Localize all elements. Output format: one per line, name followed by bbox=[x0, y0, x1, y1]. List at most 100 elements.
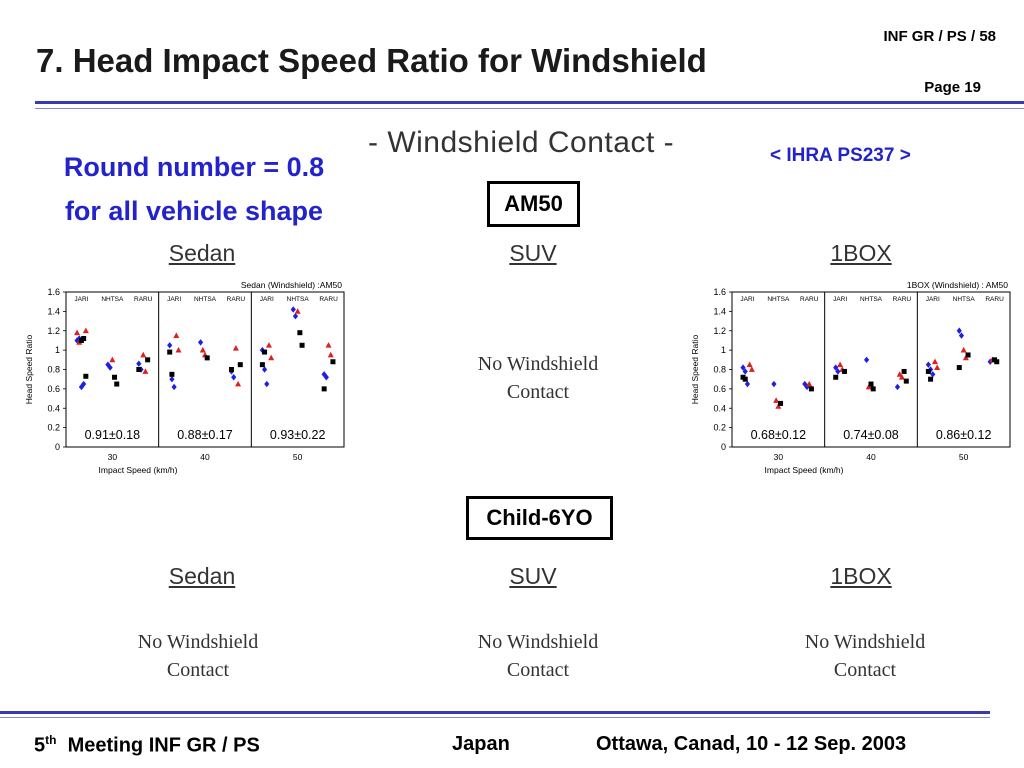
slide-title: 7. Head Impact Speed Ratio for Windshiel… bbox=[36, 42, 707, 79]
x-axis-label: Impact Speed (km/h) bbox=[765, 465, 844, 475]
data-point bbox=[865, 383, 872, 390]
data-point bbox=[994, 359, 1000, 365]
group-label: NHTSA bbox=[860, 296, 883, 303]
data-point bbox=[325, 342, 332, 348]
data-point bbox=[78, 383, 85, 391]
panel-summary: 0.91±0.18 bbox=[85, 428, 141, 442]
child-suv-no-contact: No Windshield Contact bbox=[438, 628, 638, 684]
data-point bbox=[746, 361, 753, 368]
header-rule-thin bbox=[35, 108, 1024, 109]
data-point bbox=[928, 376, 934, 382]
data-point bbox=[775, 403, 782, 409]
y-tick-label: 0.6 bbox=[47, 384, 60, 394]
data-point bbox=[806, 380, 813, 387]
y-tick-label: 1.6 bbox=[47, 287, 60, 297]
x-tick-label: 50 bbox=[959, 452, 969, 462]
data-point bbox=[903, 378, 909, 384]
data-point bbox=[323, 374, 329, 381]
footer-ordinal: 5 bbox=[34, 734, 46, 757]
x-tick-label: 50 bbox=[293, 452, 303, 462]
data-point bbox=[771, 380, 777, 388]
am50-suv-text-1: No Windshield bbox=[477, 353, 599, 375]
data-point bbox=[956, 327, 962, 334]
data-point bbox=[74, 337, 80, 344]
data-point bbox=[175, 346, 182, 353]
data-point bbox=[868, 381, 874, 387]
child-suv-text-1: No Windshield bbox=[477, 631, 599, 653]
child-1box-text-2: Contact bbox=[833, 659, 897, 681]
section-title: - Windshield Contact - bbox=[368, 126, 675, 159]
data-point bbox=[264, 380, 270, 388]
y-tick-label: 0.8 bbox=[713, 365, 726, 375]
data-point bbox=[321, 371, 327, 378]
data-point bbox=[232, 344, 239, 351]
footer-rule bbox=[0, 711, 990, 714]
data-point bbox=[901, 368, 907, 374]
data-point bbox=[778, 400, 784, 406]
child-1box-text-1: No Windshield bbox=[804, 631, 926, 653]
footer-meeting-name: Meeting INF GR / PS bbox=[67, 734, 260, 757]
x-tick-label: 40 bbox=[200, 452, 210, 462]
data-point bbox=[173, 332, 180, 338]
child-sedan-text-1: No Windshield bbox=[137, 631, 259, 653]
data-point bbox=[965, 352, 971, 358]
group-label: NHTSA bbox=[767, 296, 790, 303]
group-label: JARI bbox=[260, 296, 274, 303]
child-sedan-text-2: Contact bbox=[166, 659, 230, 681]
data-point bbox=[930, 371, 936, 378]
data-point bbox=[956, 365, 962, 371]
y-tick-label: 0.6 bbox=[713, 384, 726, 394]
am50-sedan-heading: Sedan bbox=[168, 240, 236, 266]
data-point bbox=[744, 380, 751, 388]
y-axis-label: Head Speed Ratio bbox=[24, 334, 34, 404]
data-point bbox=[136, 360, 142, 367]
round-number-note: Round number = 0.8 for all vehicle shape bbox=[14, 145, 374, 233]
y-tick-label: 1.4 bbox=[47, 306, 60, 316]
data-point bbox=[833, 374, 839, 380]
data-point bbox=[321, 386, 327, 392]
1box-am50-scatter: 1BOX (Windshield) : AM50 0 0.2 0.4 0.6 0.8 1 1.… bbox=[690, 280, 1011, 475]
footer-ordinal-suffix: th bbox=[45, 733, 57, 747]
am50-1box-heading: 1BOX bbox=[830, 240, 892, 266]
group-label: RARU bbox=[134, 296, 153, 303]
data-point bbox=[81, 380, 87, 388]
am50-suv-heading: SUV bbox=[509, 240, 557, 266]
data-point bbox=[958, 332, 965, 339]
group-label: JARI bbox=[74, 296, 88, 303]
data-point bbox=[231, 374, 237, 381]
data-point bbox=[808, 386, 814, 392]
data-point bbox=[109, 356, 116, 363]
sedan-am50-scatter: Sedan (Windshield) :AM50 0 0.2 0.4 0.6 0.8 1 1.… bbox=[24, 280, 345, 475]
data-point bbox=[204, 355, 210, 361]
am50-box: AM50 bbox=[487, 181, 580, 227]
child-suv-heading: SUV bbox=[509, 563, 557, 589]
y-tick-label: 0.4 bbox=[713, 403, 726, 413]
y-tick-label: 1 bbox=[721, 345, 726, 355]
panel-summary: 0.68±0.12 bbox=[751, 428, 807, 442]
data-point bbox=[870, 386, 876, 392]
group-label: RARU bbox=[319, 296, 338, 303]
panel-summary: 0.88±0.17 bbox=[177, 428, 233, 442]
data-point bbox=[142, 368, 149, 374]
data-point bbox=[934, 364, 941, 370]
y-tick-label: 1.6 bbox=[713, 287, 726, 297]
data-point bbox=[265, 342, 272, 348]
data-point bbox=[169, 375, 175, 383]
group-label: JARI bbox=[833, 296, 847, 303]
group-label: NHTSA bbox=[953, 296, 976, 303]
y-tick-label: 0 bbox=[721, 442, 726, 452]
note-line-2: for all vehicle shape bbox=[64, 196, 324, 226]
data-point bbox=[837, 361, 844, 368]
data-point bbox=[140, 351, 147, 358]
child-6yo-box: Child-6YO bbox=[466, 496, 613, 540]
data-point bbox=[864, 356, 870, 364]
group-label: NHTSA bbox=[287, 296, 310, 303]
group-label: JARI bbox=[926, 296, 940, 303]
panel-summary: 0.86±0.12 bbox=[936, 428, 992, 442]
data-point bbox=[898, 374, 905, 380]
data-point bbox=[925, 361, 931, 368]
data-point bbox=[237, 362, 243, 368]
data-point bbox=[962, 354, 969, 361]
footer-country: Japan bbox=[452, 733, 510, 755]
x-tick-label: 30 bbox=[774, 452, 784, 462]
